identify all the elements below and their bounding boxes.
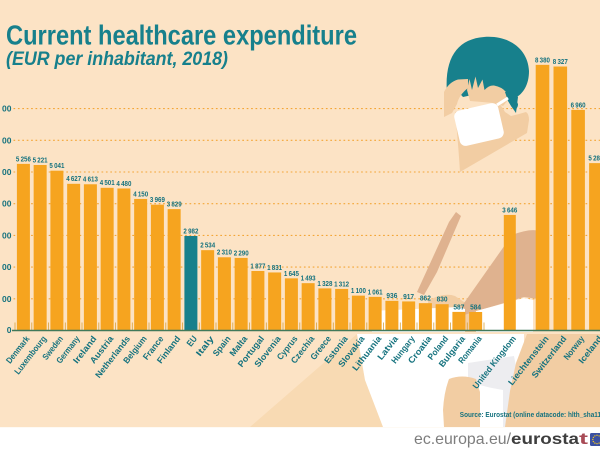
svg-text:5 280: 5 280 xyxy=(588,156,600,163)
svg-text:2 534: 2 534 xyxy=(200,243,215,250)
svg-text:(EUR per inhabitant, 2018): (EUR per inhabitant, 2018) xyxy=(6,48,228,70)
svg-text:5 041: 5 041 xyxy=(49,163,64,170)
svg-text:00: 00 xyxy=(2,262,12,272)
svg-text:eurosta: eurosta xyxy=(511,431,579,448)
svg-text:8 327: 8 327 xyxy=(553,59,568,66)
svg-text:4 627: 4 627 xyxy=(66,176,81,183)
svg-text:00: 00 xyxy=(2,230,12,240)
svg-text:1 877: 1 877 xyxy=(250,263,265,270)
svg-text:5 256: 5 256 xyxy=(16,156,31,163)
svg-text:2 310: 2 310 xyxy=(217,250,232,257)
svg-text:t: t xyxy=(579,431,589,448)
svg-text:2 982: 2 982 xyxy=(183,228,198,235)
svg-text:8 380: 8 380 xyxy=(535,57,550,64)
svg-text:1 312: 1 312 xyxy=(334,281,349,288)
svg-text:936: 936 xyxy=(386,293,397,300)
svg-text:ec.europa.eu/: ec.europa.eu/ xyxy=(414,431,512,448)
svg-text:584: 584 xyxy=(470,304,481,311)
svg-text:4 613: 4 613 xyxy=(83,177,98,184)
svg-text:917: 917 xyxy=(403,294,414,301)
svg-text:Current healthcare expenditure: Current healthcare expenditure xyxy=(6,20,357,51)
svg-text:1 831: 1 831 xyxy=(267,265,282,272)
svg-text:5 221: 5 221 xyxy=(33,157,48,164)
svg-text:00: 00 xyxy=(2,135,12,145)
svg-text:3 969: 3 969 xyxy=(150,197,165,204)
svg-text:1 645: 1 645 xyxy=(284,271,299,278)
svg-text:2 290: 2 290 xyxy=(234,250,249,257)
svg-text:4 150: 4 150 xyxy=(133,191,148,198)
svg-text:6 960: 6 960 xyxy=(571,102,586,109)
svg-text:1 493: 1 493 xyxy=(301,276,316,283)
svg-text:Source: Eurostat (online datac: Source: Eurostat (online datacode: hlth_… xyxy=(460,410,600,419)
svg-text:3 646: 3 646 xyxy=(502,207,517,214)
svg-text:4 501: 4 501 xyxy=(100,180,115,187)
svg-text:00: 00 xyxy=(2,294,12,304)
svg-text:587: 587 xyxy=(453,304,464,311)
svg-text:3 829: 3 829 xyxy=(167,202,182,209)
svg-text:0: 0 xyxy=(7,325,12,335)
svg-text:862: 862 xyxy=(420,296,431,303)
svg-text:1 328: 1 328 xyxy=(317,281,332,288)
svg-text:830: 830 xyxy=(437,297,448,304)
svg-text:00: 00 xyxy=(2,104,12,114)
svg-text:00: 00 xyxy=(2,167,12,177)
svg-text:1 100: 1 100 xyxy=(351,288,366,295)
svg-text:00: 00 xyxy=(2,199,12,209)
svg-text:4 480: 4 480 xyxy=(116,181,131,188)
svg-text:1 061: 1 061 xyxy=(368,289,383,296)
